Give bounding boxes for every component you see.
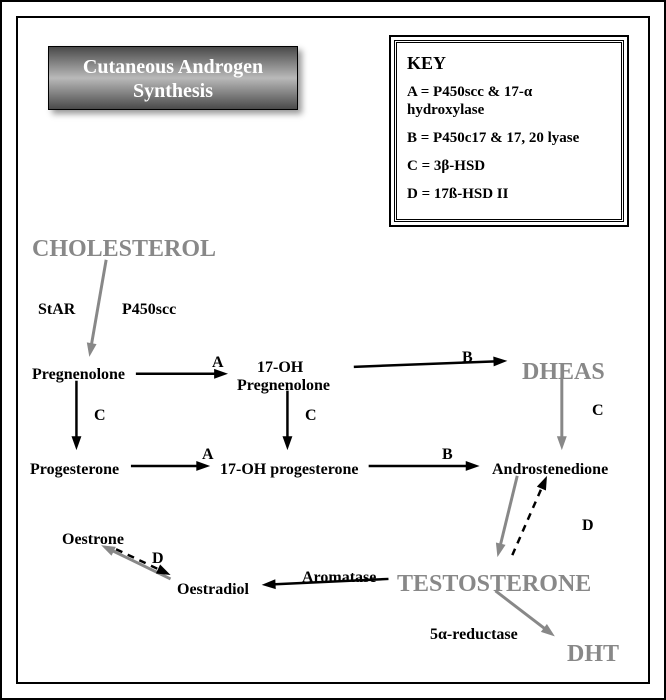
node-androstenedione: Androstenedione <box>492 462 608 479</box>
node-ohpreg2: Pregnenolone <box>237 378 330 395</box>
node-testosterone: TESTOSTERONE <box>397 572 591 597</box>
edge-label-D2: D <box>582 517 594 535</box>
node-pregnenolone: Pregnenolone <box>32 367 125 384</box>
inner-frame: Cutaneous Androgen Synthesis KEY A = P45… <box>16 16 650 684</box>
key-box: KEY A = P450scc & 17-α hydroxylase B = P… <box>394 40 624 222</box>
node-oestrone: Oestrone <box>62 532 124 549</box>
edge-label-C1: C <box>94 407 106 425</box>
title-box: Cutaneous Androgen Synthesis <box>48 46 298 110</box>
node-ohprog: 17-OH progesterone <box>220 462 359 479</box>
node-ohpreg1: 17-OH <box>257 360 303 377</box>
key-row-b: B = P450c17 & 17, 20 lyase <box>407 129 611 147</box>
node-star: StAR <box>38 302 75 319</box>
node-p450scc: P450scc <box>122 302 176 319</box>
edge-label-B2: B <box>442 446 453 464</box>
key-row-c: C = 3β-HSD <box>407 157 611 175</box>
node-cholesterol: CHOLESTEROL <box>32 237 216 262</box>
title-line-2: Synthesis <box>49 79 297 103</box>
node-oestradiol: Oestradiol <box>177 582 249 599</box>
node-progesterone: Progesterone <box>30 462 119 479</box>
title-line-1: Cutaneous Androgen <box>49 55 297 79</box>
outer-frame: Cutaneous Androgen Synthesis KEY A = P45… <box>0 0 666 700</box>
edge-label-A1: A <box>212 354 224 372</box>
edge-label-B1: B <box>462 349 473 367</box>
node-aromatase: Aromatase <box>302 570 376 587</box>
key-title: KEY <box>407 53 611 75</box>
edge-label-A2: A <box>202 446 214 464</box>
node-fivear: 5α-reductase <box>430 627 518 644</box>
node-dht: DHT <box>567 642 619 667</box>
node-dheas: DHEAS <box>522 360 605 385</box>
key-row-a: A = P450scc & 17-α hydroxylase <box>407 83 611 119</box>
key-row-d: D = 17ß-HSD II <box>407 185 611 203</box>
edge-label-C3: C <box>592 402 604 420</box>
edge-label-C2: C <box>305 407 317 425</box>
edge-label-D1: D <box>152 550 164 568</box>
